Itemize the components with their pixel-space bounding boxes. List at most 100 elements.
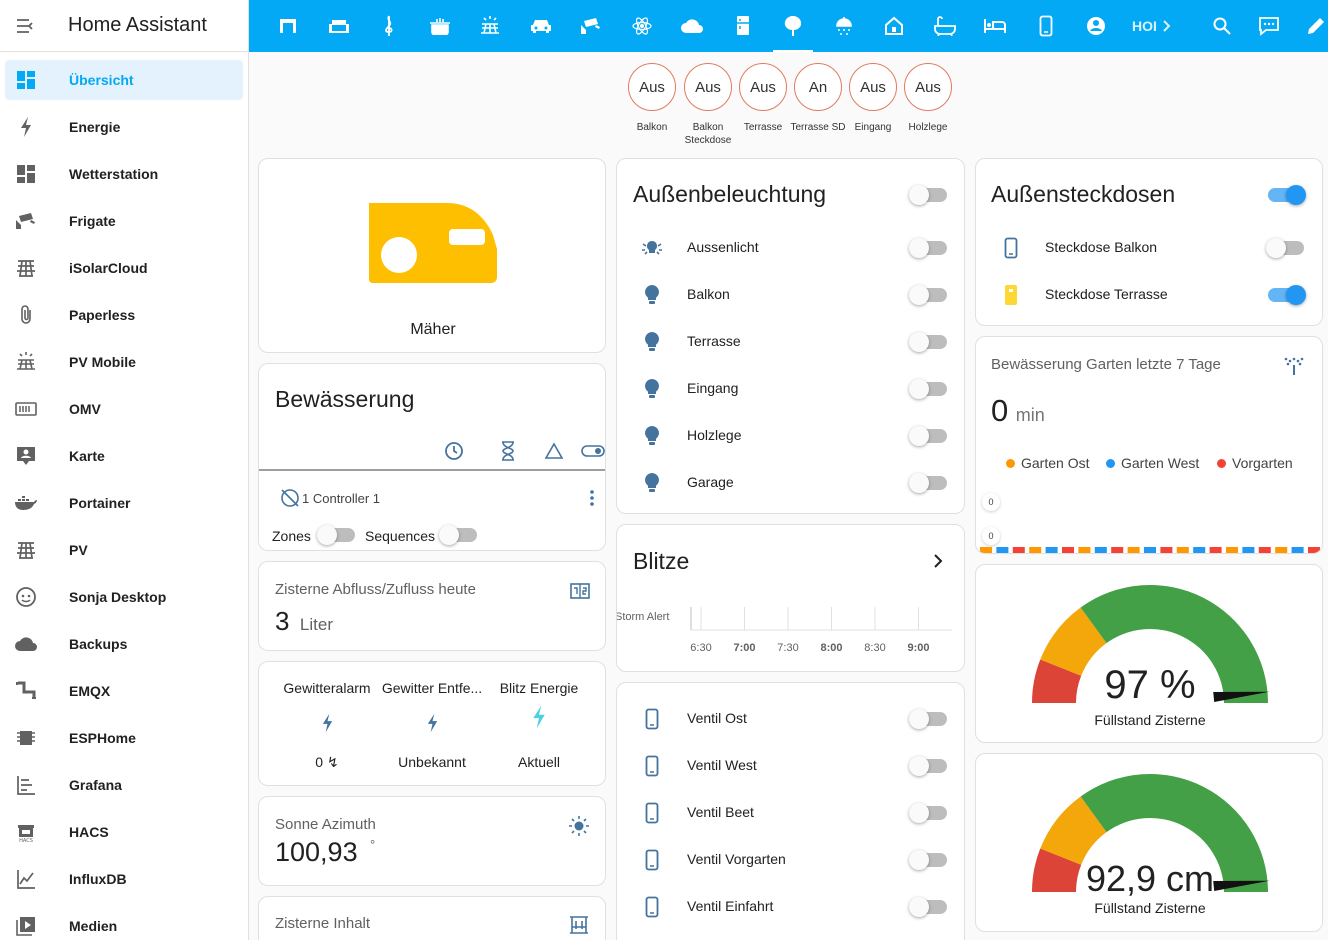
scene-button[interactable]: Aus	[628, 63, 676, 111]
tab-react-icon[interactable]	[622, 0, 662, 52]
chevron-right-icon[interactable]	[927, 549, 949, 573]
maeher-card[interactable]: Mäher	[258, 158, 606, 353]
sidebar-item-frigate[interactable]: Frigate	[5, 201, 243, 241]
ventil-toggle[interactable]	[909, 897, 947, 917]
steckdose-toggle[interactable]	[1266, 238, 1304, 258]
tab-bathtub-icon[interactable]	[925, 0, 965, 52]
scene-button[interactable]: Aus	[849, 63, 897, 111]
menu-toggle-button[interactable]	[0, 0, 52, 52]
valve-phone-icon	[639, 894, 665, 920]
sidebar-item-portainer[interactable]: Portainer	[5, 483, 243, 523]
light-toggle[interactable]	[909, 238, 947, 258]
tab-fridge-icon[interactable]	[723, 0, 763, 52]
steckdose-toggle[interactable]	[1268, 285, 1306, 305]
search-button[interactable]	[1202, 0, 1242, 52]
edit-pencil-button[interactable]	[1296, 0, 1328, 52]
light-row[interactable]: Holzlege	[617, 418, 964, 454]
ventil-row[interactable]: Ventil Beet	[617, 795, 964, 831]
assist-button[interactable]	[1249, 0, 1289, 52]
timer-sand-icon[interactable]	[497, 440, 519, 462]
sidebar-item-grafana[interactable]: Grafana	[5, 765, 243, 805]
scene-button[interactable]: Aus	[904, 63, 952, 111]
zisterne-inhalt-card[interactable]: Zisterne Inhalt	[258, 896, 606, 940]
scene-label: Eingang	[854, 122, 892, 133]
light-row[interactable]: Terrasse	[617, 324, 964, 360]
light-row[interactable]: Eingang	[617, 371, 964, 407]
sidebar-item-sonja-desktop[interactable]: Sonja Desktop	[5, 577, 243, 617]
sonne-azimuth-card[interactable]: Sonne Azimuth 100,93 °	[258, 796, 606, 886]
ventil-toggle[interactable]	[909, 803, 947, 823]
sidebar-item-pv[interactable]: PV	[5, 530, 243, 570]
toggle-switch-icon[interactable]	[579, 440, 605, 462]
tab-music-clef-icon[interactable]	[369, 0, 409, 52]
sidebar-item-omv[interactable]: OMV	[5, 389, 243, 429]
zones-toggle[interactable]	[317, 525, 355, 545]
tab-overflow[interactable]: HOI	[1132, 0, 1171, 52]
triangle-icon[interactable]	[543, 440, 565, 462]
gewitter-entity-state: Unbekannt	[398, 754, 466, 770]
sequences-toggle[interactable]	[439, 525, 477, 545]
light-toggle[interactable]	[909, 379, 947, 399]
tab-bed-icon[interactable]	[975, 0, 1015, 52]
light-row[interactable]: Aussenlicht	[617, 230, 964, 266]
legend-item[interactable]: Vorgarten	[1217, 455, 1293, 471]
sidebar-item-isolarcloud[interactable]: iSolarCloud	[5, 248, 243, 288]
gauge-fuellstand-prozent-card[interactable]: 97 % Füllstand Zisterne	[975, 564, 1323, 743]
ventil-row[interactable]: Ventil Ost	[617, 701, 964, 737]
tab-kitchen-pot-icon[interactable]	[420, 0, 460, 52]
clock-icon[interactable]	[443, 440, 465, 462]
tab-solar-power-icon[interactable]	[470, 0, 510, 52]
sidebar-item-paperless[interactable]: Paperless	[5, 295, 243, 335]
legend-item[interactable]: Garten West	[1106, 455, 1199, 471]
legend-item[interactable]: Garten Ost	[1006, 455, 1089, 471]
gewitter-entity[interactable]: Gewitteralarm 0 ↯	[267, 662, 387, 785]
scene-button[interactable]: Aus	[739, 63, 787, 111]
zisterne-abfluss-card[interactable]: Zisterne Abfluss/Zufluss heute 3 Liter	[258, 561, 606, 651]
sidebar-item-übersicht[interactable]: Übersicht	[5, 60, 243, 100]
light-toggle[interactable]	[909, 332, 947, 352]
scene-button[interactable]: Aus	[684, 63, 732, 111]
tab-home-icon[interactable]	[874, 0, 914, 52]
tab-sofa-icon[interactable]	[319, 0, 359, 52]
light-toggle[interactable]	[909, 426, 947, 446]
ventil-row[interactable]: Ventil West	[617, 748, 964, 784]
sidebar-item-energie[interactable]: Energie	[5, 107, 243, 147]
ventil-row[interactable]: Ventil Vorgarten	[617, 842, 964, 878]
bewaesserung-garten-card[interactable]: Bewässerung Garten letzte 7 Tage 0 min G…	[975, 336, 1323, 554]
aussensteckdosen-master-toggle[interactable]	[1268, 185, 1306, 205]
scene-button[interactable]: An	[794, 63, 842, 111]
sidebar-item-wetterstation[interactable]: Wetterstation	[5, 154, 243, 194]
sidebar-item-influxdb[interactable]: InfluxDB	[5, 859, 243, 899]
ventil-toggle[interactable]	[909, 709, 947, 729]
sidebar-item-hacs[interactable]: HACS HACS	[5, 812, 243, 852]
steckdose-row[interactable]: Steckdose Balkon	[976, 230, 1322, 266]
more-vert-icon[interactable]	[583, 487, 601, 509]
sidebar-item-karte[interactable]: Karte	[5, 436, 243, 476]
tab-tree-icon[interactable]	[773, 0, 813, 52]
tab-shower-icon[interactable]	[824, 0, 864, 52]
tab-account-circle-icon[interactable]	[1076, 0, 1116, 52]
tab-car-icon[interactable]	[521, 0, 561, 52]
sidebar-item-esphome[interactable]: ESPHome	[5, 718, 243, 758]
light-row[interactable]: Balkon	[617, 277, 964, 313]
gewitter-entity[interactable]: Gewitter Entfe... Unbekannt	[372, 662, 492, 785]
tab-cellphone-icon[interactable]	[1026, 0, 1066, 52]
light-row[interactable]: Garage	[617, 465, 964, 501]
ventil-toggle[interactable]	[909, 756, 947, 776]
tab-cctv-icon[interactable]	[571, 0, 611, 52]
light-toggle[interactable]	[909, 473, 947, 493]
sidebar-item-medien[interactable]: Medien	[5, 906, 243, 940]
sidebar-item-pv-mobile[interactable]: PV Mobile	[5, 342, 243, 382]
gauge-fuellstand-cm-card[interactable]: 92,9 cm Füllstand Zisterne	[975, 753, 1323, 932]
gewitter-entity[interactable]: Blitz Energie Aktuell	[479, 662, 599, 785]
sidebar-item-emqx[interactable]: EMQX	[5, 671, 243, 711]
aussenbeleuchtung-master-toggle[interactable]	[909, 185, 947, 205]
light-toggle[interactable]	[909, 285, 947, 305]
ventil-toggle[interactable]	[909, 850, 947, 870]
tab-weather-cloudy-icon[interactable]	[672, 0, 712, 52]
tab-view-garage-icon[interactable]	[268, 0, 308, 52]
blitze-card[interactable]: Blitze Storm Alert 6:30 7:00 7:30 8:00 8:30 9…	[616, 524, 965, 672]
steckdose-row[interactable]: Steckdose Terrasse	[976, 277, 1322, 313]
sidebar-item-backups[interactable]: Backups	[5, 624, 243, 664]
ventil-row[interactable]: Ventil Einfahrt	[617, 889, 964, 925]
